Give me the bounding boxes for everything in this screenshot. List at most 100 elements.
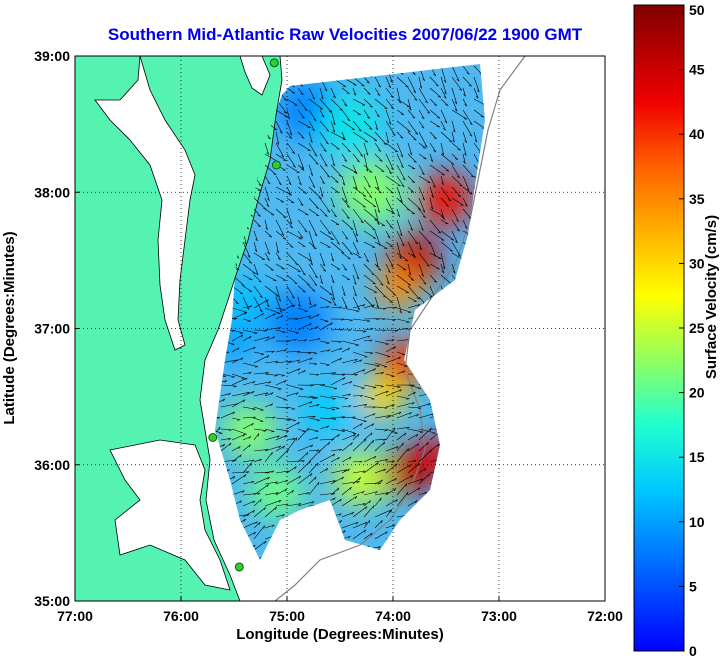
velocity-vector <box>374 87 381 96</box>
vector-head <box>399 256 402 260</box>
vector-head <box>390 167 394 171</box>
velocity-vector <box>319 285 333 296</box>
vector-head <box>344 305 348 309</box>
velocity-vector <box>352 335 371 342</box>
velocity-vector <box>385 164 392 174</box>
velocity-vector <box>330 428 346 432</box>
vector-head <box>228 438 232 441</box>
velocity-vector <box>385 499 398 507</box>
vector-head <box>397 184 401 187</box>
velocity-vector <box>407 230 419 245</box>
vector-head <box>452 139 455 143</box>
vector-head <box>291 296 295 299</box>
x-tick-label: 75:00 <box>269 608 305 624</box>
vector-head <box>261 313 264 316</box>
velocity-vector <box>319 318 329 322</box>
vector-head <box>418 407 422 410</box>
vector-head <box>302 273 306 276</box>
velocity-vector <box>297 501 315 507</box>
velocity-vector <box>275 470 289 474</box>
velocity-vector <box>330 416 345 419</box>
velocity-vector <box>341 318 353 321</box>
vector-head <box>233 459 237 462</box>
vector-head <box>279 310 283 313</box>
vector-head <box>267 476 270 480</box>
vector-head <box>347 258 351 260</box>
vector-head <box>394 150 398 153</box>
vector-head <box>332 492 336 495</box>
vector-head <box>464 104 468 107</box>
vector-head <box>346 216 350 219</box>
velocity-vector <box>264 153 278 162</box>
velocity-vector <box>275 488 287 496</box>
vector-head <box>383 143 387 145</box>
velocity-vector <box>308 131 313 143</box>
vector-head <box>331 280 335 284</box>
vector-head <box>415 500 418 504</box>
velocity-vector <box>407 443 420 452</box>
velocity-vector <box>407 186 415 193</box>
velocity-vector <box>275 373 285 376</box>
velocity-vector <box>341 153 348 162</box>
vector-head <box>445 204 449 207</box>
vector-head <box>333 215 337 218</box>
vector-head <box>279 131 283 134</box>
vector-head <box>449 140 453 143</box>
vector-head <box>370 532 373 536</box>
vector-head <box>362 470 366 473</box>
velocity-vector <box>286 438 296 441</box>
vector-head <box>367 92 371 95</box>
vector-head <box>343 293 346 296</box>
velocity-vector <box>264 350 275 353</box>
vector-head <box>356 160 360 163</box>
velocity-vector <box>308 417 320 421</box>
vector-head <box>251 391 255 394</box>
velocity-vector <box>308 362 318 365</box>
vector-head <box>274 506 277 510</box>
vector-head <box>358 129 362 132</box>
vector-head <box>332 398 336 400</box>
velocity-vector <box>286 392 299 397</box>
velocity-vector <box>462 219 468 229</box>
velocity-vector <box>462 120 473 137</box>
vector-head <box>394 488 397 492</box>
vector-head <box>267 258 270 261</box>
vector-head <box>355 186 358 190</box>
vector-head <box>419 247 422 250</box>
velocity-vector <box>451 120 456 133</box>
velocity-vector <box>308 326 319 331</box>
velocity-vector <box>308 175 316 188</box>
vector-head <box>406 426 410 430</box>
vector-head <box>346 205 350 208</box>
vector-head <box>257 492 261 495</box>
velocity-vector <box>253 336 270 342</box>
velocity-vector <box>363 339 373 342</box>
vector-head <box>372 440 375 444</box>
colorbar-tick-label: 0 <box>689 643 697 659</box>
velocity-vector <box>385 404 395 408</box>
velocity-vector <box>407 285 420 300</box>
vector-head <box>339 448 342 452</box>
vector-head <box>249 335 252 339</box>
velocity-vector <box>330 164 342 177</box>
velocity-vector <box>385 109 392 125</box>
vector-head <box>324 88 328 92</box>
x-tick-label: 73:00 <box>481 608 517 624</box>
vector-head <box>417 304 421 307</box>
velocity-vector <box>264 186 270 201</box>
vector-head <box>306 284 310 286</box>
velocity-vector <box>231 454 242 463</box>
vector-head <box>349 381 353 384</box>
velocity-vector <box>396 362 408 367</box>
vector-head <box>343 377 346 380</box>
vector-head <box>234 318 238 320</box>
velocity-vector <box>385 274 390 285</box>
vector-head <box>273 313 276 316</box>
vector-head <box>333 388 337 390</box>
velocity-vector <box>396 175 405 188</box>
vector-head <box>284 434 288 438</box>
vector-head <box>251 459 255 462</box>
velocity-vector <box>374 492 389 496</box>
velocity-vector <box>363 153 369 172</box>
velocity-vector <box>341 358 358 364</box>
